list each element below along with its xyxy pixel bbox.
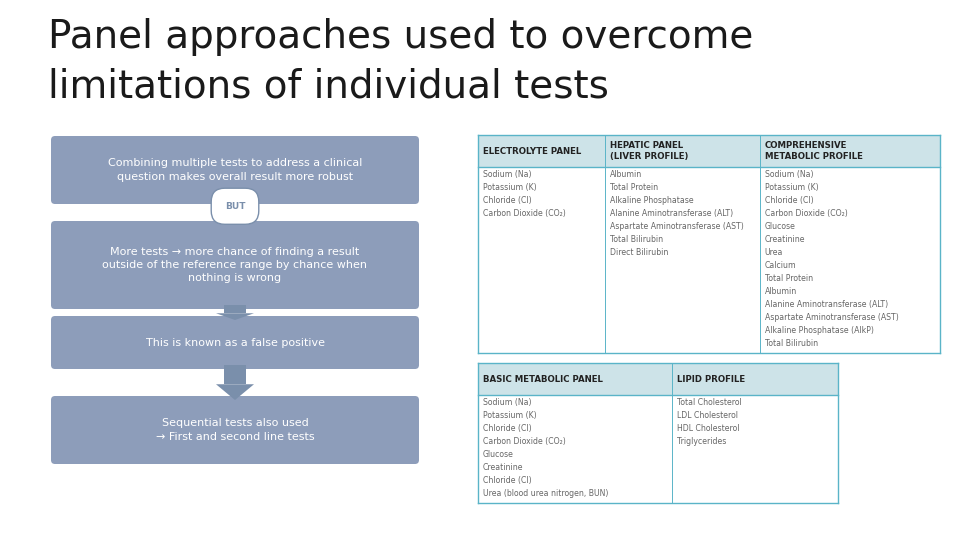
Text: Glucose: Glucose (765, 221, 796, 231)
Text: Combining multiple tests to address a clinical
question makes overall result mor: Combining multiple tests to address a cl… (108, 158, 362, 181)
Text: Alkaline Phosphatase (AlkP): Alkaline Phosphatase (AlkP) (765, 326, 874, 335)
Text: COMPREHENSIVE
METABOLIC PROFILE: COMPREHENSIVE METABOLIC PROFILE (765, 141, 863, 161)
Text: Total Bilirubin: Total Bilirubin (610, 235, 663, 244)
Text: Albumin: Albumin (610, 170, 642, 179)
Text: Carbon Dioxide (CO₂): Carbon Dioxide (CO₂) (483, 437, 565, 445)
Text: Triglycerides: Triglycerides (677, 437, 727, 445)
Text: Carbon Dioxide (CO₂): Carbon Dioxide (CO₂) (765, 208, 848, 218)
Text: BASIC METABOLIC PANEL: BASIC METABOLIC PANEL (483, 375, 603, 383)
Text: Alanine Aminotransferase (ALT): Alanine Aminotransferase (ALT) (610, 208, 733, 218)
Text: Chloride (Cl): Chloride (Cl) (483, 476, 532, 485)
Text: Total Bilirubin: Total Bilirubin (765, 339, 818, 348)
FancyBboxPatch shape (51, 221, 419, 309)
Text: Sodium (Na): Sodium (Na) (765, 170, 813, 179)
Text: Sodium (Na): Sodium (Na) (483, 170, 532, 179)
Bar (478, 363, 672, 395)
Text: Urea: Urea (765, 248, 783, 256)
Text: LIPID PROFILE: LIPID PROFILE (677, 375, 745, 383)
Text: Total Cholesterol: Total Cholesterol (677, 397, 742, 407)
Text: Potassium (K): Potassium (K) (483, 183, 537, 192)
Bar (478, 135, 605, 167)
Bar (224, 305, 246, 313)
Text: HDL Cholesterol: HDL Cholesterol (677, 424, 739, 433)
Text: HEPATIC PANEL
(LIVER PROFILE): HEPATIC PANEL (LIVER PROFILE) (610, 141, 688, 161)
Bar (605, 135, 759, 167)
Text: Chloride (Cl): Chloride (Cl) (483, 195, 532, 205)
Text: Urea (blood urea nitrogen, BUN): Urea (blood urea nitrogen, BUN) (483, 489, 609, 498)
FancyBboxPatch shape (51, 136, 419, 204)
Polygon shape (216, 384, 254, 400)
Bar (224, 200, 246, 214)
Text: Glucose: Glucose (483, 450, 514, 458)
Text: Total Protein: Total Protein (610, 183, 659, 192)
Text: Sequential tests also used
→ First and second line tests: Sequential tests also used → First and s… (156, 418, 314, 442)
Text: Sodium (Na): Sodium (Na) (483, 397, 532, 407)
Text: Carbon Dioxide (CO₂): Carbon Dioxide (CO₂) (483, 208, 565, 218)
Text: Aspartate Aminotransferase (AST): Aspartate Aminotransferase (AST) (765, 313, 899, 322)
Polygon shape (216, 313, 254, 320)
Text: BUT: BUT (225, 202, 245, 211)
Text: Aspartate Aminotransferase (AST): Aspartate Aminotransferase (AST) (610, 221, 744, 231)
Bar (672, 363, 838, 395)
FancyBboxPatch shape (51, 316, 419, 369)
Text: Calcium: Calcium (765, 261, 797, 269)
Text: ELECTROLYTE PANEL: ELECTROLYTE PANEL (483, 146, 581, 156)
Text: More tests → more chance of finding a result
outside of the reference range by c: More tests → more chance of finding a re… (103, 247, 368, 283)
Bar (759, 135, 940, 167)
Text: Potassium (K): Potassium (K) (483, 410, 537, 420)
Polygon shape (216, 214, 254, 225)
Text: Direct Bilirubin: Direct Bilirubin (610, 248, 668, 256)
Text: limitations of individual tests: limitations of individual tests (48, 68, 609, 106)
Text: Panel approaches used to overcome: Panel approaches used to overcome (48, 18, 754, 56)
Text: Creatinine: Creatinine (483, 463, 523, 471)
Bar (224, 365, 246, 384)
FancyBboxPatch shape (51, 396, 419, 464)
Text: Alkaline Phosphatase: Alkaline Phosphatase (610, 195, 694, 205)
Text: Chloride (Cl): Chloride (Cl) (483, 424, 532, 433)
Text: Albumin: Albumin (765, 287, 797, 295)
Text: Alanine Aminotransferase (ALT): Alanine Aminotransferase (ALT) (765, 300, 888, 309)
Text: Total Protein: Total Protein (765, 274, 813, 282)
Text: This is known as a false positive: This is known as a false positive (146, 338, 324, 348)
Text: LDL Cholesterol: LDL Cholesterol (677, 410, 738, 420)
Text: Creatinine: Creatinine (765, 235, 805, 244)
Text: Chloride (Cl): Chloride (Cl) (765, 195, 813, 205)
Text: Potassium (K): Potassium (K) (765, 183, 819, 192)
